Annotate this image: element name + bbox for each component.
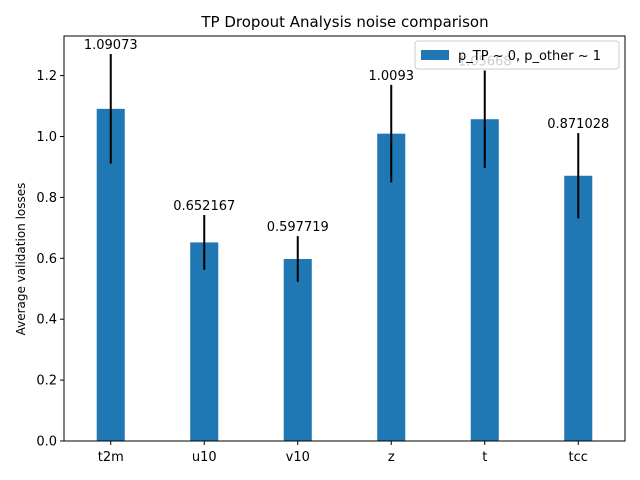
plot-area: 1.090730.6521670.5977191.00931.056680.87… — [36, 35, 626, 465]
x-tick-label: u10 — [192, 450, 217, 465]
bar-z — [377, 133, 406, 441]
x-tick-label: z — [388, 450, 395, 465]
y-tick-label: 0.4 — [36, 313, 57, 328]
x-tick-label: t2m — [98, 450, 124, 465]
data-label-z: 1.0093 — [369, 69, 415, 84]
chart-title: TP Dropout Analysis noise comparison — [200, 13, 488, 31]
y-axis-label: Average validation losses — [14, 183, 28, 336]
bar-t2m — [96, 108, 125, 441]
data-label-u10: 0.652167 — [173, 199, 235, 214]
legend-swatch — [421, 50, 449, 60]
y-tick-label: 0.2 — [36, 374, 57, 389]
y-tick-label: 0.8 — [36, 191, 57, 206]
y-tick-label: 0.0 — [36, 435, 57, 450]
legend: p_TP ~ 0, p_other ~ 1 — [414, 40, 620, 70]
x-tick-label: v10 — [286, 450, 310, 465]
bar-t — [470, 119, 499, 442]
data-label-tcc: 0.871028 — [547, 117, 609, 132]
legend-box — [414, 40, 620, 70]
y-tick-label: 1.2 — [36, 69, 57, 84]
y-tick-label: 0.6 — [36, 252, 57, 267]
legend-label: p_TP ~ 0, p_other ~ 1 — [458, 49, 601, 64]
bar-u10 — [190, 242, 219, 441]
axes-frame — [63, 35, 626, 442]
data-label-t2m: 1.09073 — [84, 38, 138, 53]
x-tick-label: tcc — [569, 450, 588, 465]
x-tick-label: t — [482, 450, 487, 465]
bar-v10 — [283, 258, 312, 441]
data-label-v10: 0.597719 — [267, 220, 329, 235]
y-tick-label: 1.0 — [36, 130, 57, 145]
bar-tcc — [564, 175, 593, 441]
